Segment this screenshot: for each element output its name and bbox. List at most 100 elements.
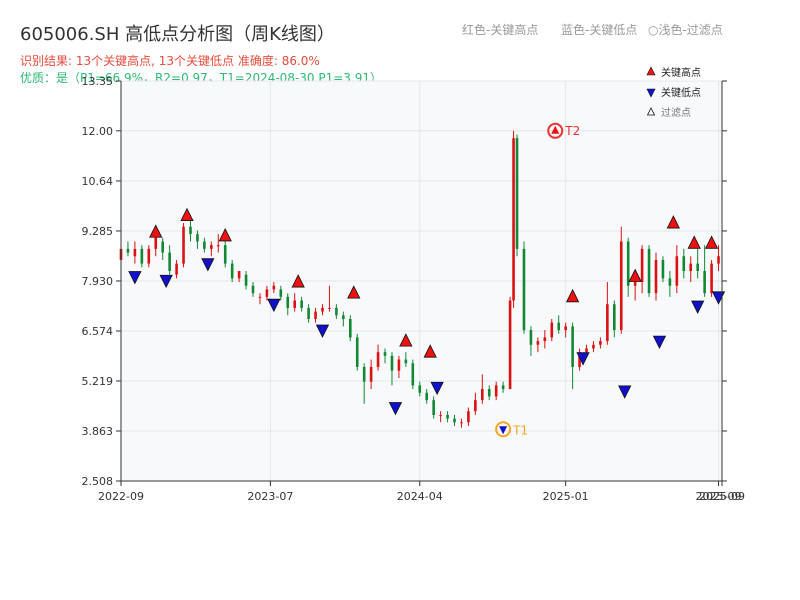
candle-body xyxy=(661,259,665,279)
candle-body xyxy=(376,352,380,367)
candle-body xyxy=(300,300,303,308)
key-high-marker xyxy=(149,224,163,238)
key-high-marker xyxy=(180,207,194,222)
candle-body xyxy=(404,359,408,364)
candle-body xyxy=(592,344,595,349)
candle-body xyxy=(342,315,345,319)
y-tick-label: 3.863 xyxy=(82,425,114,438)
candle-body xyxy=(251,285,255,294)
x-tick-label: 2023-07 xyxy=(247,490,293,503)
y-tick-label: 7.930 xyxy=(82,275,114,288)
candle-body xyxy=(383,352,387,356)
candle-body xyxy=(175,263,178,275)
candle-body xyxy=(182,226,185,264)
t1-circle xyxy=(495,421,512,438)
candle-body xyxy=(369,366,373,382)
candle-body xyxy=(682,256,686,272)
header-legend-low: 蓝色-关键低点 xyxy=(561,23,638,37)
key-high-marker xyxy=(291,274,305,288)
candle-body xyxy=(571,326,574,367)
candle-body xyxy=(536,341,540,345)
candle-body xyxy=(508,300,512,390)
legend-label: 关键低点 xyxy=(661,86,701,99)
candle-body xyxy=(272,285,276,290)
candle-body xyxy=(494,385,498,397)
key-low-marker xyxy=(128,271,142,285)
candle-body xyxy=(480,389,484,401)
candle-body xyxy=(619,241,623,331)
candle-body xyxy=(564,326,567,331)
candle-body xyxy=(529,330,533,345)
candle-body xyxy=(543,337,547,342)
key-low-marker xyxy=(618,385,632,399)
candle-body xyxy=(717,256,720,264)
key-low-marker xyxy=(267,298,281,313)
y-tick-label: 5.219 xyxy=(82,375,114,388)
candle-body xyxy=(397,359,401,371)
candle-body xyxy=(390,355,394,371)
candle-body xyxy=(279,289,283,297)
candle-body xyxy=(585,348,588,353)
key-low-marker xyxy=(159,274,173,289)
y-tick-label: 9.285 xyxy=(82,225,114,238)
candle-body xyxy=(432,400,435,415)
candle-body xyxy=(703,271,706,294)
legend-label: 过滤点 xyxy=(661,106,691,119)
key-high-marker xyxy=(687,235,701,249)
candle-body xyxy=(710,263,713,294)
key-high-marker xyxy=(423,344,437,358)
y-tick-label: 2.508 xyxy=(82,475,114,488)
candle-body xyxy=(515,138,519,249)
key-high-marker xyxy=(218,228,232,242)
candle-body xyxy=(606,304,609,342)
chart-title: 605006.SH 高低点分析图（周K线图） xyxy=(20,24,335,45)
key-low-marker xyxy=(388,402,403,416)
candle-body xyxy=(230,263,234,279)
y-tick-label: 6.574 xyxy=(82,325,114,338)
candle-body xyxy=(244,274,248,286)
legend-label: 关键高点 xyxy=(661,66,701,79)
candle-body xyxy=(328,307,331,309)
candle-body xyxy=(196,234,199,242)
candle-body xyxy=(668,278,672,286)
t1-label: T1 xyxy=(512,423,528,437)
y-tick-label: 10.64 xyxy=(82,175,114,188)
y-tick-label: 12.00 xyxy=(82,125,114,138)
candle-body xyxy=(168,252,171,272)
key-low-marker xyxy=(691,300,705,314)
candle-body xyxy=(237,271,241,279)
candles xyxy=(119,130,720,428)
key-low-marker xyxy=(201,258,215,272)
t2-label: T2 xyxy=(564,124,580,138)
candle-body xyxy=(286,296,290,308)
key-high-marker xyxy=(704,235,719,249)
t2-marker xyxy=(551,125,560,134)
candle-body xyxy=(161,241,164,253)
legend-filtered-symbol xyxy=(646,107,656,116)
candle-body xyxy=(418,385,422,393)
candle-body xyxy=(647,248,651,294)
key-high-marker xyxy=(347,285,361,299)
candle-body xyxy=(355,337,359,367)
candle-body xyxy=(321,307,324,312)
candle-body xyxy=(550,322,554,338)
x-tick-label: 2025-09 xyxy=(699,490,745,503)
key-high-marker xyxy=(666,215,681,229)
candle-body xyxy=(446,414,449,419)
candle-body xyxy=(460,422,463,424)
key-high-marker xyxy=(628,268,642,282)
y-tick-label: 13.35 xyxy=(82,75,114,88)
candle-body xyxy=(425,392,429,401)
candle-body xyxy=(512,138,515,301)
candle-body xyxy=(474,400,477,412)
candle-body xyxy=(467,411,470,423)
candle-body xyxy=(140,248,144,264)
candle-body xyxy=(154,237,158,249)
candle-body xyxy=(258,296,262,298)
candle-body xyxy=(203,241,206,249)
candle-body xyxy=(307,307,310,319)
candle-body xyxy=(522,248,526,331)
candle-body xyxy=(487,389,491,397)
